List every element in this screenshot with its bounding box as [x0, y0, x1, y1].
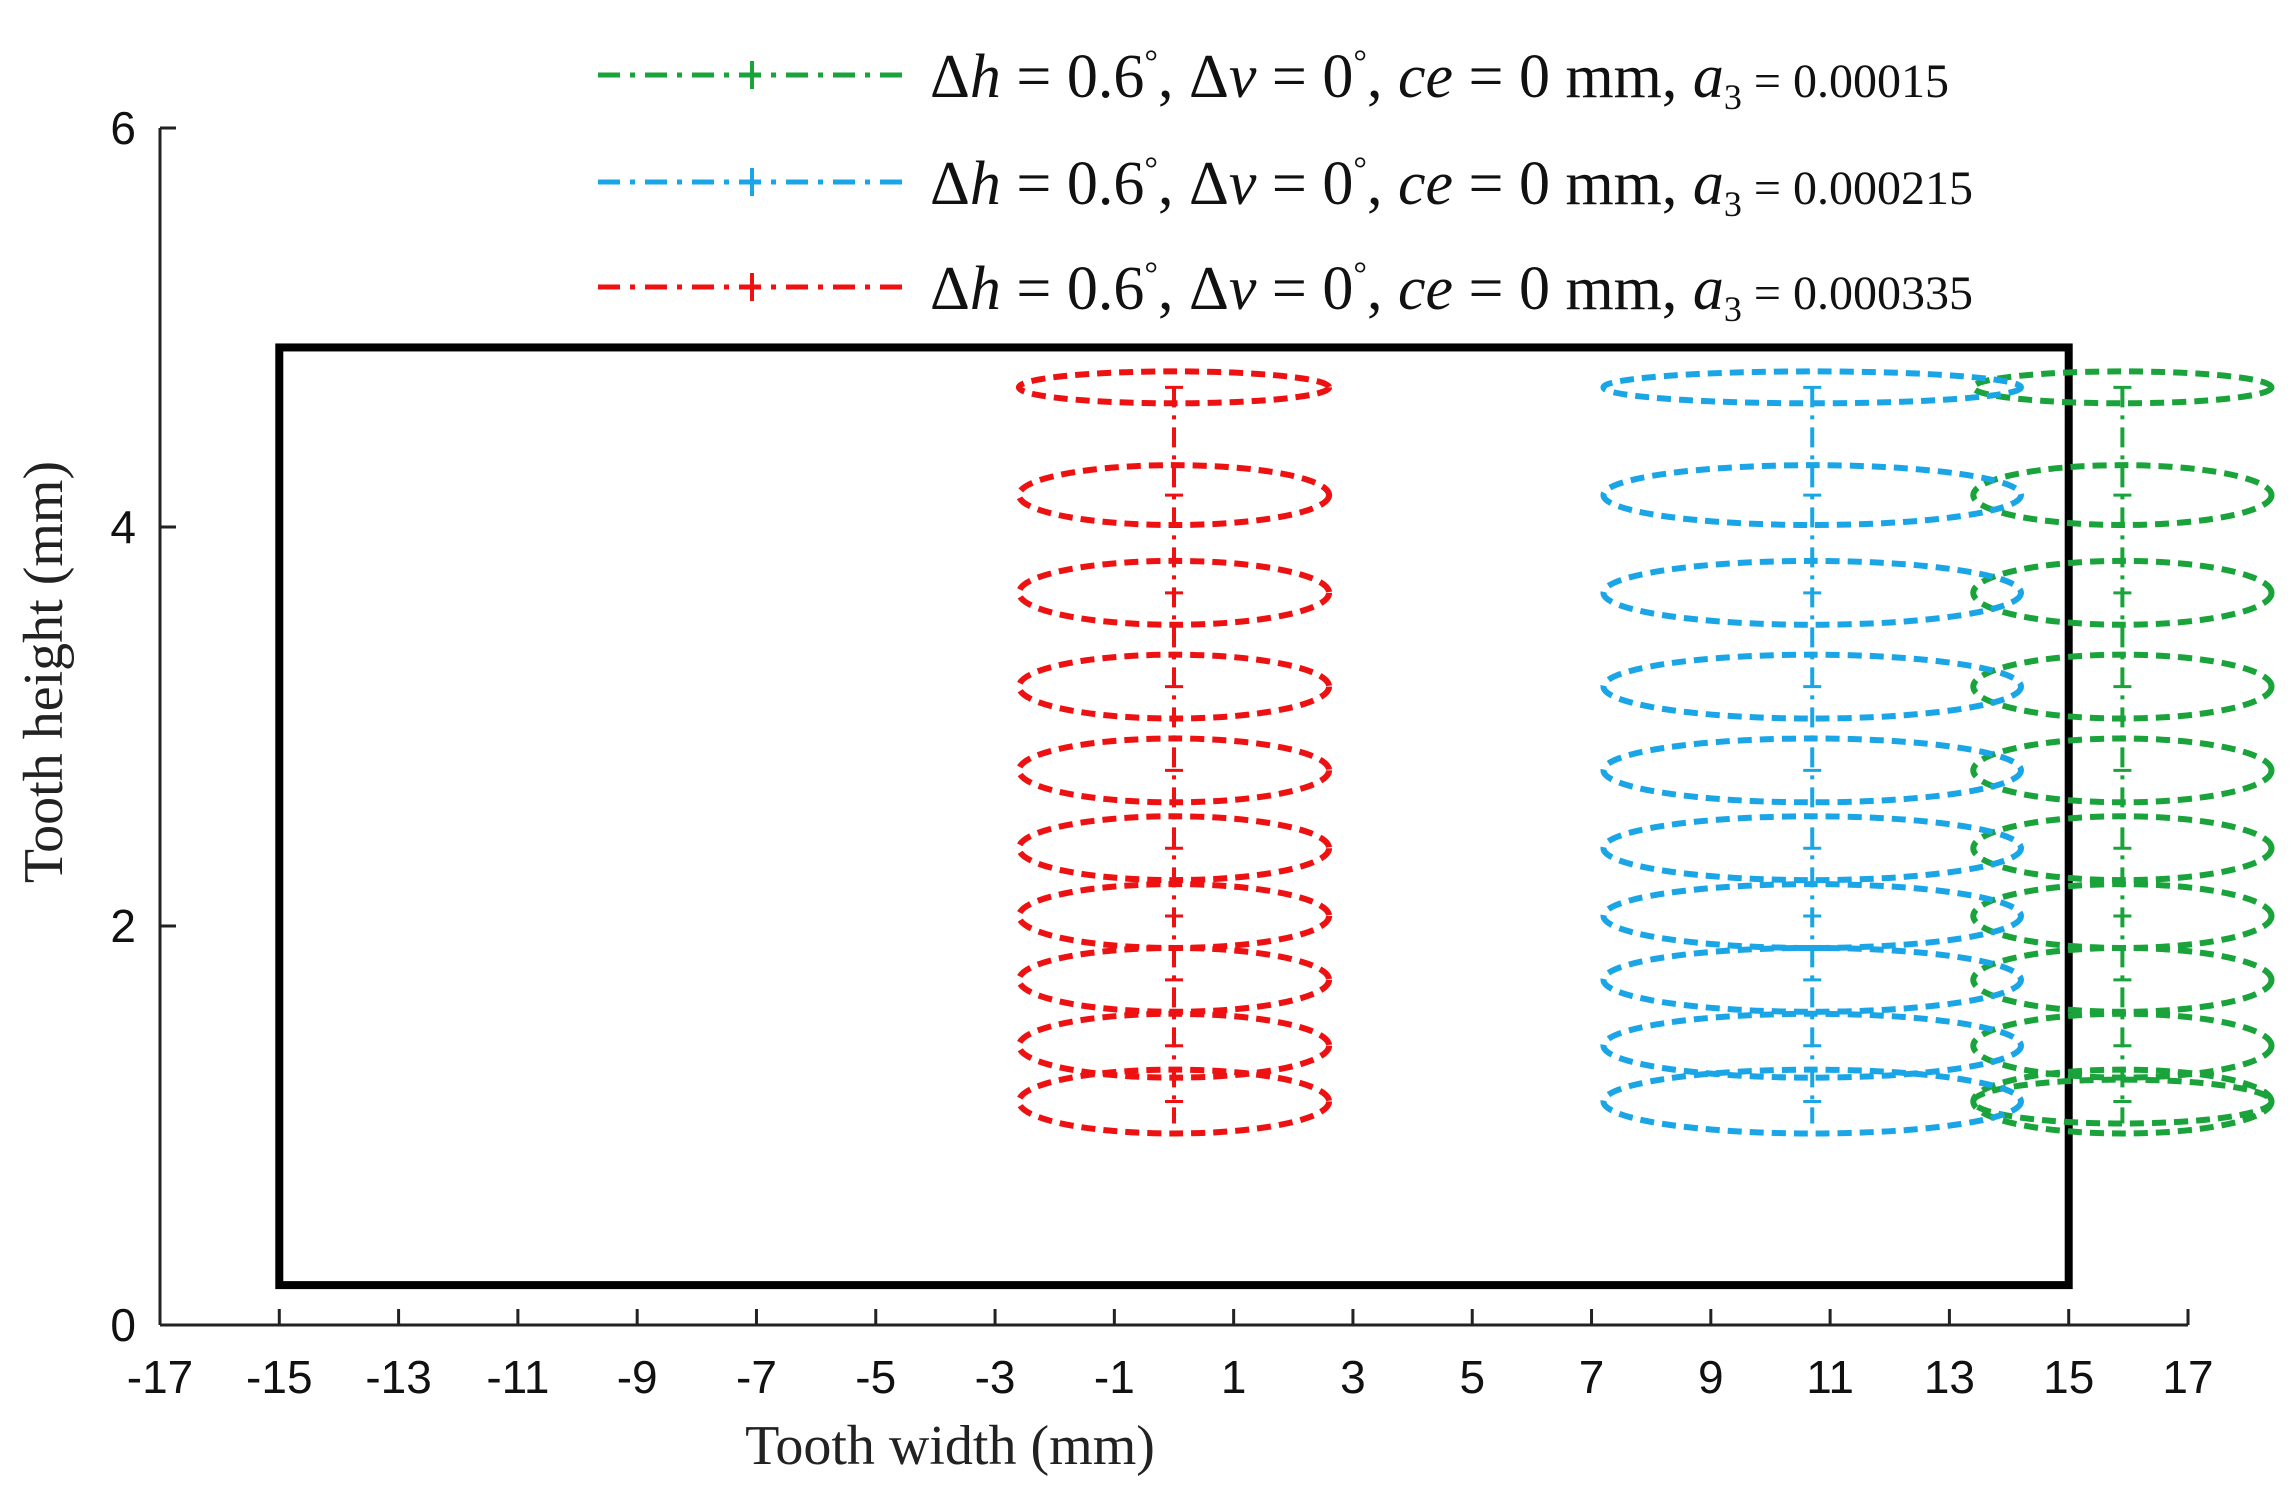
- x-axis-title: Tooth width (mm): [745, 1415, 1155, 1477]
- x-tick-label: 9: [1698, 1351, 1724, 1403]
- x-tick-label: -17: [127, 1351, 193, 1403]
- legend-label: Δh = 0.6°, Δv = 0°, ce = 0 mm, a3 = 0.00…: [930, 150, 1973, 224]
- x-tick-label: -1: [1094, 1351, 1135, 1403]
- legend-label: Δh = 0.6°, Δv = 0°, ce = 0 mm, a3 = 0.00…: [930, 43, 1949, 117]
- legend-entry: Δh = 0.6°, Δv = 0°, ce = 0 mm, a3 = 0.00…: [598, 255, 1973, 329]
- x-tick-label: -11: [486, 1351, 549, 1403]
- x-tick-label: -3: [975, 1351, 1016, 1403]
- legend-entry: Δh = 0.6°, Δv = 0°, ce = 0 mm, a3 = 0.00…: [598, 150, 1973, 224]
- x-tick-label: -15: [246, 1351, 312, 1403]
- y-tick-label: 0: [110, 1299, 136, 1351]
- x-tick-label: 5: [1459, 1351, 1485, 1403]
- legend: Δh = 0.6°, Δv = 0°, ce = 0 mm, a3 = 0.00…: [598, 43, 1973, 329]
- legend-label: Δh = 0.6°, Δv = 0°, ce = 0 mm, a3 = 0.00…: [930, 255, 1973, 329]
- x-tick-label: 15: [2043, 1351, 2094, 1403]
- x-tick-label: 7: [1579, 1351, 1605, 1403]
- x-tick-label: -7: [736, 1351, 777, 1403]
- contact-ellipse: [1600, 462, 2024, 529]
- x-tick-label: 13: [1924, 1351, 1975, 1403]
- contact-ellipse: [1970, 1076, 2275, 1127]
- x-tick-label: 17: [2162, 1351, 2213, 1403]
- y-tick-label: 6: [110, 102, 136, 154]
- contact-ellipse: [1600, 1010, 2024, 1081]
- contact-ellipse: [1600, 651, 2024, 722]
- series-1: [1600, 368, 2024, 1137]
- y-tick-label: 2: [110, 900, 136, 952]
- x-tick-label: 1: [1221, 1351, 1247, 1403]
- x-tick-label: -5: [855, 1351, 896, 1403]
- contact-ellipse: [1970, 368, 2275, 407]
- x-tick-label: -13: [365, 1351, 431, 1403]
- x-tick-label: 11: [1806, 1351, 1854, 1403]
- x-tick-label: -9: [617, 1351, 658, 1403]
- series-2: [1015, 368, 1333, 1137]
- series-0: [1970, 368, 2275, 1137]
- legend-entry: Δh = 0.6°, Δv = 0°, ce = 0 mm, a3 = 0.00…: [598, 43, 1949, 117]
- y-axis-title: Tooth height (mm): [13, 461, 75, 883]
- contact-patterns-layer: [1015, 368, 2275, 1137]
- x-tick-label: 3: [1340, 1351, 1366, 1403]
- y-tick-label: 4: [110, 501, 136, 553]
